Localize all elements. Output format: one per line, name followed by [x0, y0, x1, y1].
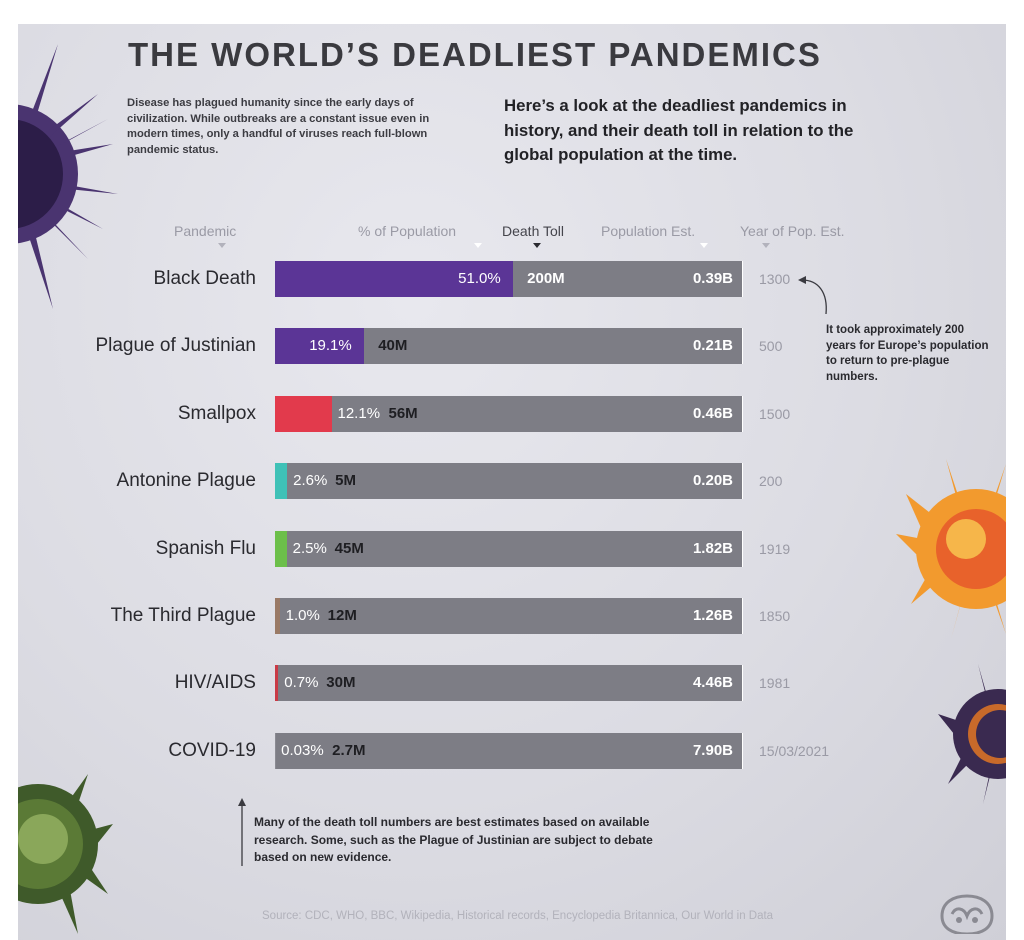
- column-header-pct-population: % of Population: [358, 223, 482, 248]
- visual-capitalist-logo-icon: [940, 894, 994, 934]
- population-label: 0.46B: [692, 405, 733, 422]
- bar-fill: [275, 261, 514, 297]
- death-toll-label: 2.7M: [332, 742, 366, 759]
- column-header-label: % of Population: [358, 223, 457, 239]
- year-label: 1981: [759, 675, 791, 691]
- sort-arrow-icon: [533, 243, 541, 248]
- column-header-label: Population Est.: [601, 223, 696, 239]
- pandemic-label: Smallpox: [177, 403, 256, 424]
- column-header-pandemic: Pandemic: [174, 223, 237, 248]
- sort-arrow-icon: [474, 243, 482, 248]
- black-death-note: It took approximately 200 years for Euro…: [826, 324, 989, 383]
- pct-label: 0.7%: [284, 674, 319, 691]
- intro-text: Disease has plagued humanity since the e…: [127, 97, 430, 156]
- pct-label: 12.1%: [337, 405, 381, 422]
- bar-track: 0.7% 30M 4.46B: [275, 665, 743, 701]
- pct-label: 2.5%: [292, 540, 327, 557]
- year-label: 1500: [759, 406, 791, 422]
- curved-arrow-icon: [798, 276, 827, 315]
- infographic: THE WORLD’S DEADLIEST PANDEMICS Disease …: [18, 24, 1006, 940]
- death-toll-label: 40M: [378, 337, 408, 354]
- pandemic-label: Plague of Justinian: [95, 335, 256, 356]
- pct-label: 2.6%: [293, 472, 328, 489]
- green-virus-illustration: [18, 774, 113, 934]
- column-header-label: Death Toll: [502, 223, 565, 239]
- year-label: 1850: [759, 608, 791, 624]
- dark-virus-illustration: [938, 664, 1006, 804]
- pct-label: 0.03%: [281, 742, 324, 759]
- bar-track: 51.0% 200M 0.39B: [275, 261, 743, 297]
- pandemic-label: Spanish Flu: [155, 538, 256, 559]
- year-label: 1300: [759, 271, 791, 287]
- up-arrow-icon: [238, 798, 246, 866]
- bar-track: 0.03% 2.7M 7.90B: [275, 733, 743, 769]
- column-header-population-est: Population Est.: [601, 223, 708, 248]
- pandemic-label: COVID-19: [168, 740, 256, 761]
- sort-arrow-icon: [700, 243, 708, 248]
- year-label: 15/03/2021: [759, 743, 830, 759]
- pct-label: 51.0%: [458, 270, 501, 287]
- source-text: Source: CDC, WHO, BBC, Wikipedia, Histor…: [262, 910, 774, 922]
- bar-track: 2.5% 45M 1.82B: [275, 531, 743, 567]
- bar-track: 1.0% 12M 1.26B: [275, 598, 743, 634]
- bar-fill: [275, 396, 332, 432]
- pandemic-label: Antonine Plague: [116, 470, 256, 491]
- bar-fill: [275, 665, 279, 701]
- death-toll-label: 12M: [327, 607, 357, 624]
- pandemic-label: HIV/AIDS: [174, 672, 256, 693]
- pct-label: 1.0%: [285, 607, 320, 624]
- bar-fill: [275, 463, 288, 499]
- pandemic-label: The Third Plague: [110, 605, 256, 626]
- death-toll-label: 45M: [334, 540, 364, 557]
- page-title: THE WORLD’S DEADLIEST PANDEMICS: [128, 36, 822, 73]
- year-label: 1919: [759, 541, 791, 557]
- population-label: 0.39B: [692, 270, 733, 287]
- column-header-label: Year of Pop. Est.: [740, 223, 845, 239]
- death-toll-label: 56M: [388, 405, 418, 422]
- sort-arrow-icon: [762, 243, 770, 248]
- bar-fill: [275, 531, 287, 567]
- bar-track: 2.6% 5M 0.20B: [275, 463, 743, 499]
- death-toll-label: 200M: [527, 270, 565, 287]
- year-label: 200: [759, 473, 783, 489]
- population-label: 1.82B: [692, 540, 733, 557]
- estimates-note: Many of the death toll numbers are best …: [254, 815, 653, 864]
- column-header-year: Year of Pop. Est.: [740, 223, 845, 248]
- population-label: 0.20B: [692, 472, 733, 489]
- bar-fill: [275, 598, 280, 634]
- column-header-death-toll: Death Toll: [502, 223, 565, 248]
- bar-track: 12.1% 56M 0.46B: [275, 396, 743, 432]
- population-label: 1.26B: [692, 607, 733, 624]
- population-label: 7.90B: [692, 742, 733, 759]
- orange-virus-illustration: [896, 459, 1006, 639]
- bar-fill: [275, 328, 365, 364]
- bar-track: 19.1% 40M 0.21B: [275, 328, 743, 364]
- pandemic-label: Black Death: [153, 268, 256, 289]
- population-label: 0.21B: [692, 337, 733, 354]
- column-header-label: Pandemic: [174, 223, 237, 239]
- pct-label: 19.1%: [309, 337, 352, 354]
- death-toll-label: 5M: [335, 472, 356, 489]
- year-label: 500: [759, 338, 783, 354]
- population-label: 4.46B: [692, 674, 733, 691]
- death-toll-label: 30M: [326, 674, 356, 691]
- intro-summary: Here’s a look at the deadliest pandemics…: [504, 96, 854, 164]
- purple-virus-illustration: [18, 44, 118, 309]
- sort-arrow-icon: [218, 243, 226, 248]
